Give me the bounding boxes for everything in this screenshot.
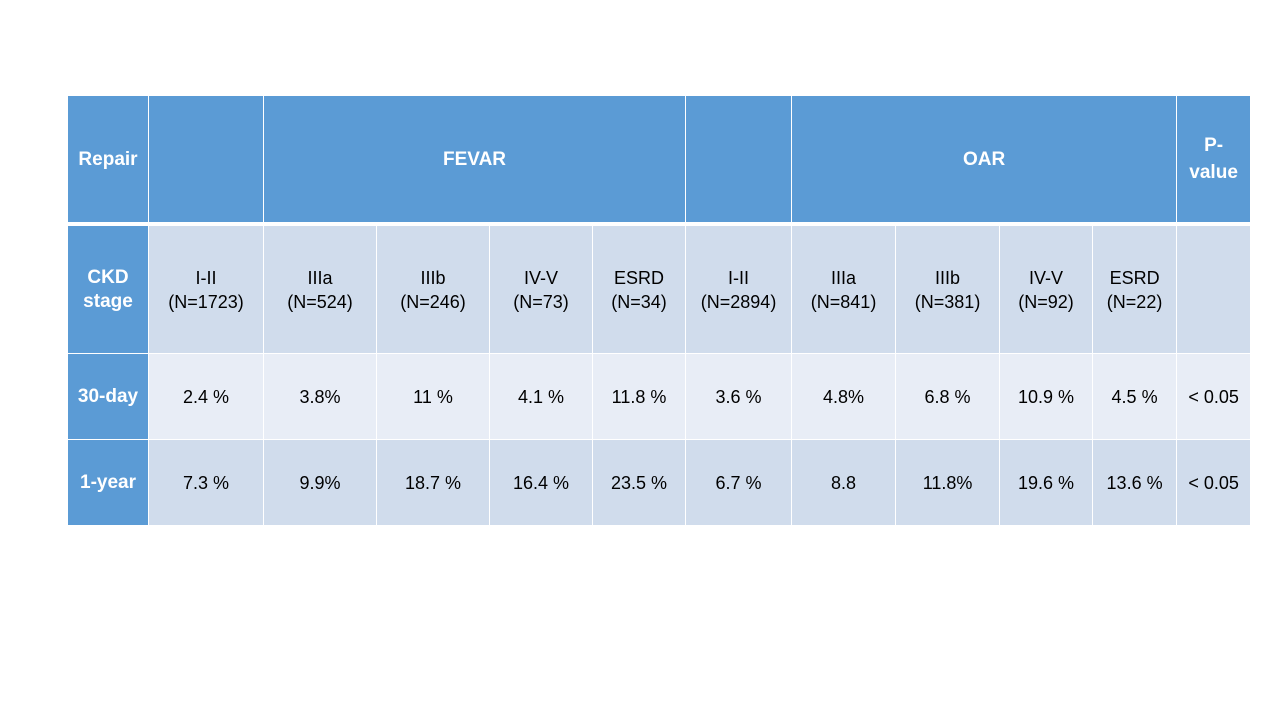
mortality-table: Repair FEVAR OAR P- value CKD stage I-II… [68, 96, 1251, 525]
oar-group-header: OAR [792, 96, 1178, 226]
oar-empty-header-cell [686, 96, 793, 226]
ckd-stage-label-line2: stage [83, 290, 133, 312]
ckd-stage-label-line1: CKD [87, 266, 129, 288]
stage-name: IIIa [831, 267, 857, 288]
value-cell: 6.8 % [896, 354, 1001, 440]
stage-cell-oar-2: IIIa (N=841) [792, 226, 897, 354]
stage-count: (N=2894) [700, 291, 777, 312]
header-row: Repair FEVAR OAR P- value [68, 96, 1251, 226]
pvalue-label-line2: value [1189, 162, 1238, 183]
stage-name: ESRD [1109, 267, 1160, 288]
stage-count: (N=381) [914, 291, 981, 312]
stage-cell-fevar-2: IIIa (N=524) [264, 226, 377, 354]
value-cell: 9.9% [264, 440, 377, 525]
pvalue-cell: < 0.05 [1177, 354, 1251, 440]
table-row-30-day: 30-day 2.4 % 3.8% 11 % 4.1 % 11.8 % 3.6 … [68, 354, 1251, 440]
stage-cell-fevar-3: IIIb (N=246) [377, 226, 490, 354]
stage-name: IIIa [307, 267, 333, 288]
fevar-empty-header-cell [149, 96, 264, 226]
stage-cell-oar-3: IIIb (N=381) [896, 226, 1001, 354]
stage-count: (N=524) [287, 291, 353, 312]
stage-count: (N=22) [1106, 291, 1163, 312]
value-cell: 7.3 % [149, 440, 264, 525]
value-cell: 10.9 % [1000, 354, 1094, 440]
row-label-cell: 30-day [68, 354, 149, 440]
pvalue-label-line1: P- [1204, 135, 1224, 156]
value-cell: 8.8 [792, 440, 897, 525]
table-row-1-year: 1-year 7.3 % 9.9% 18.7 % 16.4 % 23.5 % 6… [68, 440, 1251, 525]
stage-cell-fevar-1: I-II (N=1723) [149, 226, 264, 354]
stage-name: IIIb [420, 267, 446, 288]
stage-name: IV-V [523, 267, 558, 288]
fevar-group-header: FEVAR [264, 96, 687, 226]
value-cell: 4.8% [792, 354, 897, 440]
stage-count: (N=246) [400, 291, 466, 312]
value-cell: 23.5 % [593, 440, 687, 525]
stage-name: IIIb [935, 267, 961, 288]
stage-count: (N=73) [513, 291, 569, 312]
value-cell: 3.6 % [686, 354, 793, 440]
fevar-label: FEVAR [443, 148, 507, 170]
stage-name: IV-V [1029, 267, 1064, 288]
stage-count: (N=1723) [168, 291, 244, 312]
ckd-stage-row: CKD stage I-II (N=1723) IIIa (N=524) IIIb (… [68, 226, 1251, 354]
value-cell: 13.6 % [1093, 440, 1178, 525]
value-cell: 2.4 % [149, 354, 264, 440]
value-cell: 11 % [377, 354, 490, 440]
pvalue-header-cell: P- value [1177, 96, 1251, 226]
oar-label: OAR [962, 148, 1006, 170]
row-label-cell: 1-year [68, 440, 149, 525]
stage-cell-fevar-4: IV-V (N=73) [490, 226, 593, 354]
value-cell: 18.7 % [377, 440, 490, 525]
value-cell: 16.4 % [490, 440, 593, 525]
stage-name: I-II [728, 267, 750, 288]
repair-header-cell: Repair [68, 96, 149, 226]
value-cell: 11.8% [896, 440, 1001, 525]
value-cell: 11.8 % [593, 354, 687, 440]
ckd-stage-label-cell: CKD stage [68, 226, 149, 354]
value-cell: 4.1 % [490, 354, 593, 440]
repair-label: Repair [78, 148, 138, 170]
value-cell: 4.5 % [1093, 354, 1178, 440]
stage-pvalue-empty-cell [1177, 226, 1251, 354]
value-cell: 3.8% [264, 354, 377, 440]
stage-count: (N=92) [1018, 291, 1074, 312]
stage-cell-oar-1: I-II (N=2894) [686, 226, 793, 354]
stage-name: ESRD [614, 267, 665, 288]
stage-cell-oar-5: ESRD (N=22) [1093, 226, 1178, 354]
value-cell: 19.6 % [1000, 440, 1094, 525]
stage-cell-oar-4: IV-V (N=92) [1000, 226, 1094, 354]
stage-cell-fevar-5: ESRD (N=34) [593, 226, 687, 354]
pvalue-cell: < 0.05 [1177, 440, 1251, 525]
value-cell: 6.7 % [686, 440, 793, 525]
stage-count: (N=841) [810, 291, 877, 312]
stage-count: (N=34) [611, 291, 667, 312]
stage-name: I-II [195, 267, 217, 288]
